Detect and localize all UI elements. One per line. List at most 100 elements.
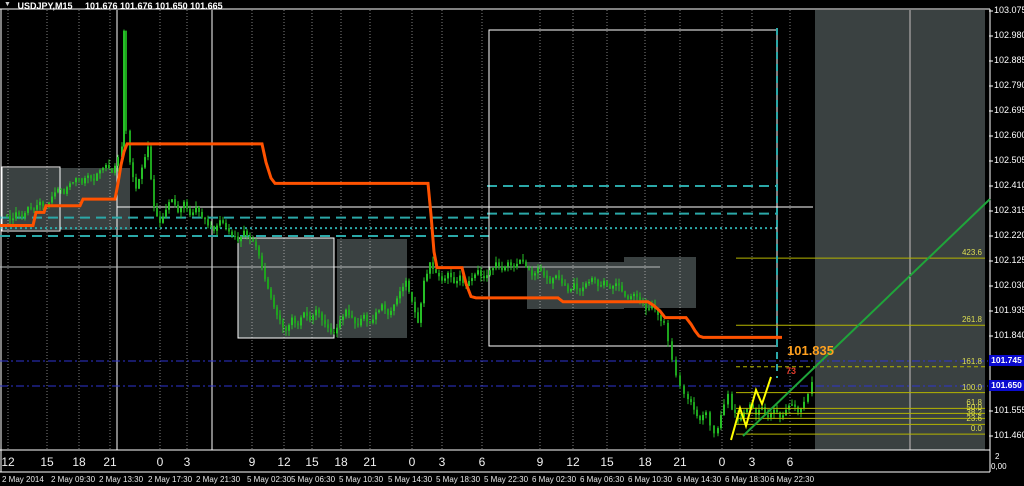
candle [567,285,569,292]
fibonacci-lines [736,257,985,435]
candle [791,404,793,406]
hour-label: 18 [334,455,348,469]
candle [327,324,329,329]
white-rect [1,166,61,232]
candle [699,416,701,421]
hour-label: 18 [638,455,652,469]
candle [696,409,698,417]
candle [717,428,719,434]
candle [270,288,272,298]
candle [720,415,722,429]
candle [468,280,470,287]
candle [591,278,593,282]
candle [492,268,494,271]
corner-value-bottom: 0,00 [991,462,1007,471]
candle [727,393,729,405]
candle [549,278,551,284]
candle [306,312,308,317]
candle [633,293,635,297]
candle [615,283,617,287]
candle [594,278,596,281]
candle [330,328,332,333]
candle [600,285,602,287]
candle [645,303,647,310]
candle [552,278,554,284]
candle [679,375,681,387]
candle [30,207,32,209]
blue-lines [0,360,988,387]
candle [231,231,233,237]
candle [15,212,17,219]
candle [363,314,365,319]
candle [770,413,772,418]
candle [480,270,482,277]
candle [504,266,506,271]
candle [453,277,455,284]
candle [671,341,673,360]
candle [333,332,335,334]
candle [276,307,278,316]
price-axis-label: 102.790 [994,80,1024,90]
price-axis-label: 102.695 [994,105,1024,115]
price-axis-label: 101.555 [994,405,1024,415]
candle [102,167,104,171]
hour-label: 0 [408,455,416,469]
candle [387,309,389,315]
candle [624,291,626,296]
candle [207,219,209,226]
candle [342,316,344,321]
candle [354,317,356,324]
candle [60,188,62,190]
range-box [238,238,334,338]
candle [405,280,407,287]
candle [66,187,68,194]
date-label: 2 May 2014 [2,475,44,484]
hour-label: 18 [72,455,86,469]
candle [540,267,542,272]
candle [372,319,374,323]
date-label: 2 May 09:30 [51,475,96,484]
candle [657,309,659,315]
symbol-dropdown-icon[interactable]: ▼ [4,1,11,8]
hour-label: 21 [103,455,117,469]
candle [321,313,323,321]
candle [486,275,488,279]
candle [138,178,140,189]
candle [429,262,431,274]
candle [288,325,290,331]
candle [579,289,581,292]
candle [147,146,149,158]
candle [648,308,650,310]
date-label: 5 May 18:30 [436,475,481,484]
candle [690,399,692,403]
candle [78,178,80,180]
date-label: 6 May 10:30 [628,475,673,484]
candle [72,182,74,184]
candle [561,278,563,284]
candle [204,217,206,220]
candle [264,267,266,280]
candle [609,286,611,289]
candle [210,225,212,227]
candles-series [6,29,813,438]
candle [477,270,479,275]
candle [558,275,560,279]
price-axis-label: 101.460 [994,430,1024,440]
candle [570,288,572,292]
candle [702,415,704,421]
candle [285,327,287,331]
candle [408,280,410,292]
hour-label: 0 [718,455,726,469]
price-axis-label: 102.220 [994,230,1024,240]
candle [555,275,557,279]
hour-label: 3 [438,455,446,469]
candle [189,208,191,215]
candle [507,262,509,267]
candle [462,275,464,283]
date-label: 6 May 02:30 [532,475,577,484]
candle [261,255,263,268]
candle [201,211,203,218]
date-label: 5 May 10:30 [339,475,384,484]
